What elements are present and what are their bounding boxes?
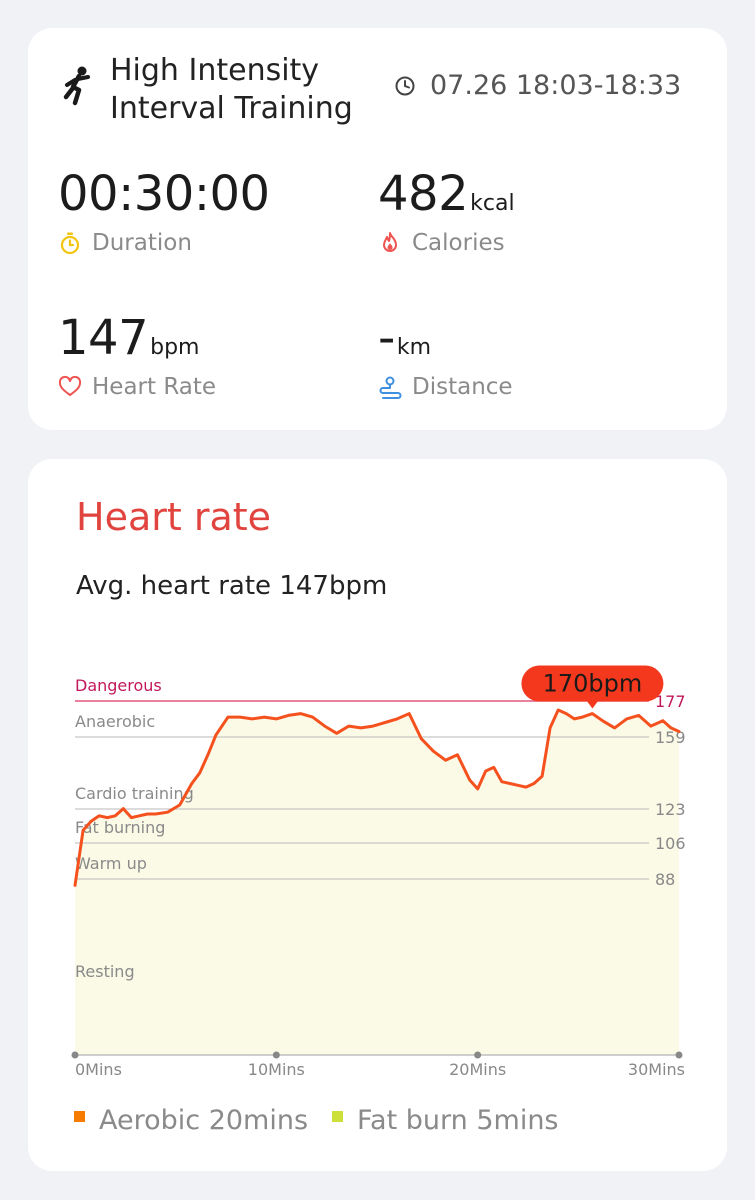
zone-threshold-label: 177 [655, 692, 686, 711]
distance-stat: - km Distance [378, 310, 513, 400]
distance-value: - [378, 310, 395, 366]
calories-value: 482 [378, 166, 469, 222]
peak-label: 170bpm [543, 670, 643, 698]
hiit-person-icon [63, 66, 90, 106]
zone-name-label: Anaerobic [75, 712, 155, 731]
flame-icon [383, 232, 397, 252]
heart-rate-unit: bpm [150, 335, 200, 360]
calories-stat: 482 kcal Calories [378, 166, 515, 256]
duration-label: Duration [92, 230, 192, 256]
x-axis-tick-label: 10Mins [248, 1060, 305, 1079]
x-axis-tick-dot [71, 1051, 79, 1059]
legend-aerobic: Aerobic 20mins [74, 1105, 308, 1136]
heart-rate-card: Heart rate Avg. heart rate 147bpm 177 Dan… [28, 459, 727, 1171]
x-axis-tick-label: 0Mins [75, 1060, 122, 1079]
zone-threshold-label: 106 [655, 834, 686, 853]
distance-unit: km [396, 335, 431, 360]
zone-name-label: Warm up [75, 854, 147, 873]
session-time: 07.26 18:03-18:33 [394, 70, 681, 101]
heart-icon [58, 375, 82, 396]
distance-route-icon [379, 376, 402, 399]
zone-threshold-label: 159 [655, 728, 686, 747]
calories-label: Calories [412, 230, 505, 256]
heart-rate-chart[interactable]: 177 Dangerous 159 Anaerobic 123 Cardio traini… [28, 459, 727, 1171]
zone-name-label: Dangerous [75, 676, 162, 695]
activity-title: High Intensity Interval Training [110, 53, 353, 126]
heart-rate-area [75, 710, 679, 1055]
x-axis-tick-label: 30Mins [628, 1060, 685, 1079]
legend-aerobic-swatch [74, 1111, 85, 1122]
legend-fat-burn-label: Fat burn 5mins [357, 1105, 559, 1136]
calories-unit: kcal [470, 191, 515, 216]
heart-rate-label: Heart Rate [92, 374, 217, 400]
zone-threshold-label: 88 [655, 870, 675, 889]
legend-fat-burn: Fat burn 5mins [332, 1105, 559, 1136]
x-axis-tick-dot [272, 1051, 280, 1059]
heart-rate-value: 147 [58, 310, 149, 366]
zone-name-label: Fat burning [75, 818, 165, 837]
workout-summary-card: High Intensity Interval Training 07.26 1… [28, 28, 727, 430]
heart-rate-title: Heart rate [76, 495, 272, 539]
peak-badge [521, 665, 664, 702]
zone-threshold-label: 123 [655, 800, 686, 819]
heart-rate-stat: 147 bpm Heart Rate [58, 310, 216, 400]
clock-icon [395, 76, 415, 95]
duration-value: 00:30:00 [58, 166, 270, 222]
duration-stat: 00:30:00 Duration [58, 166, 272, 256]
heart-rate-line [73, 708, 681, 887]
legend-aerobic-label: Aerobic 20mins [99, 1105, 309, 1136]
zone-name-label: Resting [75, 962, 135, 981]
peak-badge-pointer [586, 700, 599, 709]
x-axis-tick-dot [474, 1051, 482, 1059]
x-axis-tick-label: 20Mins [449, 1060, 506, 1079]
x-axis-tick-dot [675, 1051, 683, 1059]
session-time-text: 07.26 18:03-18:33 [430, 70, 682, 101]
stopwatch-icon [60, 232, 80, 255]
average-heart-rate: Avg. heart rate 147bpm [76, 571, 388, 601]
distance-label: Distance [412, 374, 513, 400]
zone-name-label: Cardio training [75, 784, 194, 803]
legend-fat-burn-swatch [332, 1111, 343, 1122]
